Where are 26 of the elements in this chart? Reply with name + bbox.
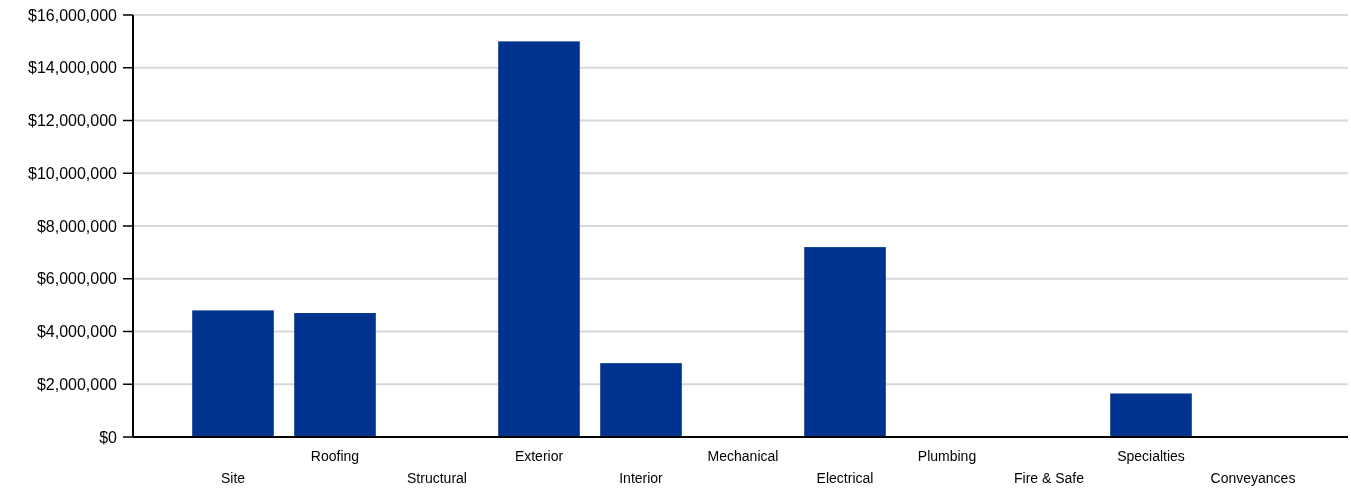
bar <box>192 310 274 437</box>
x-tick-label: Exterior <box>514 448 564 464</box>
y-tick-label: $8,000,000 <box>36 217 118 235</box>
x-tick-label: Site <box>220 470 246 486</box>
y-tick-label: $12,000,000 <box>28 112 118 129</box>
x-tick-label: Conveyances <box>1210 470 1296 486</box>
bar <box>294 313 376 437</box>
x-tick-label: Specialties <box>1117 448 1185 464</box>
x-tick-label: Plumbing <box>917 448 977 464</box>
bar <box>600 363 682 437</box>
x-tick-label: Interior <box>619 470 664 486</box>
x-tick-label: Roofing <box>310 448 360 464</box>
y-tick-label: $6,000,000 <box>36 270 118 288</box>
bar <box>804 247 886 437</box>
y-tick-label: $0 <box>99 428 118 446</box>
x-tick-label: Mechanical <box>707 448 779 464</box>
y-tick-label: $14,000,000 <box>28 59 118 77</box>
x-tick-label: Electrical <box>816 470 874 486</box>
y-tick-label: $2,000,000 <box>36 375 118 393</box>
x-tick-label: Fire & Safe <box>1013 470 1085 486</box>
y-tick-label: $10,000,000 <box>28 164 118 182</box>
x-tick-label: Structural <box>407 470 467 486</box>
y-tick-label: $16,000,000 <box>28 6 118 24</box>
y-tick-label: $4,000,000 <box>36 323 118 340</box>
bar <box>498 41 580 437</box>
bar <box>1110 393 1192 437</box>
